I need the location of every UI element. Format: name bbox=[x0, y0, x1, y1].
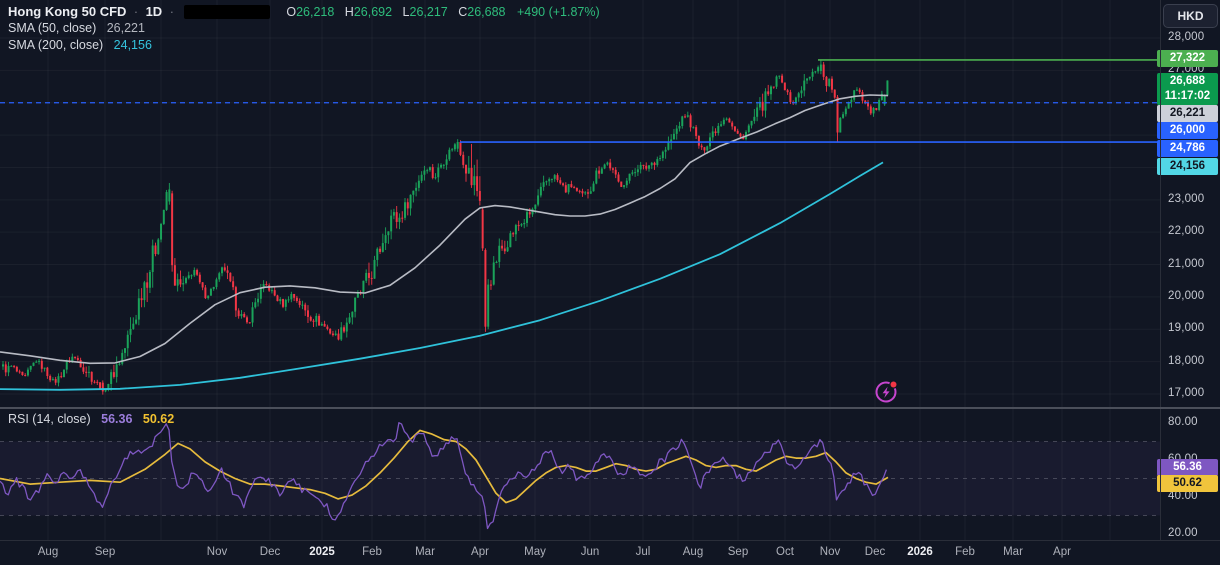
badge-rsi-ma-value: 50.62 bbox=[1157, 475, 1218, 492]
symbol-legend: Hong Kong 50 CFD · 1D · O26,218 H26,692 … bbox=[8, 4, 600, 19]
rsi-ma-last-value: 50.62 bbox=[142, 412, 175, 426]
open-label: O bbox=[286, 5, 297, 19]
rsi-label: RSI (14, close) bbox=[8, 412, 91, 426]
price-axis-label-22000: 22,000 bbox=[1168, 225, 1205, 238]
time-axis-label-Nov: Nov bbox=[819, 546, 841, 558]
low-label: L bbox=[402, 5, 410, 19]
notification-dot bbox=[890, 381, 897, 388]
time-axis-label-Dec: Dec bbox=[864, 546, 886, 558]
badge-sma50-value: 26,221 bbox=[1157, 104, 1218, 122]
time-axis-label-Jul: Jul bbox=[635, 546, 651, 558]
badge-alert-26000: 26,000 bbox=[1157, 121, 1218, 139]
time-axis-label-Aug: Aug bbox=[682, 546, 704, 558]
symbol-title: Hong Kong 50 CFD bbox=[8, 4, 127, 19]
sma50-label: SMA (50, close) bbox=[8, 21, 97, 35]
time-axis-label-Aug: Aug bbox=[37, 546, 59, 558]
sma50-last-value: 26,221 bbox=[106, 21, 145, 35]
time-axis-label-Sep: Sep bbox=[94, 546, 116, 558]
rsi-line bbox=[0, 422, 888, 530]
close-value: 26,688 bbox=[467, 5, 506, 19]
low-value: 26,217 bbox=[409, 5, 448, 19]
time-axis-label-Feb: Feb bbox=[362, 546, 382, 558]
rsi-ma-line bbox=[0, 429, 889, 504]
sma50-line bbox=[0, 94, 889, 365]
chart-canvas[interactable] bbox=[0, 0, 1161, 541]
candlestick-series bbox=[2, 59, 889, 395]
badge-level-24786: 24,786 bbox=[1157, 139, 1218, 157]
events-circle bbox=[875, 381, 897, 403]
high-label: H bbox=[344, 5, 354, 19]
time-axis-label-Feb: Feb bbox=[955, 546, 975, 558]
price-axis-label-21000: 21,000 bbox=[1168, 257, 1205, 270]
price-axis-label-23000: 23,000 bbox=[1168, 192, 1205, 205]
badge-level-27322: 27,322 bbox=[1157, 49, 1218, 67]
price-axis-label-28000: 28,000 bbox=[1168, 31, 1205, 43]
sma50-legend[interactable]: SMA (50, close) 26,221 bbox=[8, 21, 145, 35]
rsi-axis-label-40: 40.00 bbox=[1168, 490, 1198, 502]
time-axis-label-2025: 2025 bbox=[309, 546, 335, 558]
time-axis[interactable]: Aug Sep Nov Dec 2025 Feb Mar Apr May Jun Jul Aug Sep… bbox=[0, 541, 1220, 565]
time-axis-label-Dec: Dec bbox=[259, 546, 281, 558]
rsi-axis-label-20: 20.00 bbox=[1168, 527, 1198, 539]
price-axis-label-18000: 18,000 bbox=[1168, 354, 1205, 367]
axis-separator bbox=[1160, 0, 1161, 540]
open-value: 26,218 bbox=[296, 5, 335, 19]
price-axis-label-19000: 19,000 bbox=[1168, 322, 1205, 335]
badge-rsi-value: 56.36 bbox=[1157, 458, 1218, 476]
close-label: C bbox=[458, 5, 468, 19]
price-axis-label-20000: 20,000 bbox=[1168, 289, 1205, 302]
pane-divider[interactable] bbox=[0, 407, 1220, 409]
interval-label[interactable]: 1D bbox=[145, 4, 163, 19]
badge-current-price: 26,688 11:17:02 bbox=[1157, 73, 1218, 105]
rsi-last-value: 56.36 bbox=[101, 412, 133, 426]
change-value: +490 (+1.87%) bbox=[516, 5, 600, 19]
badge-sma200-value: 24,156 bbox=[1157, 157, 1218, 175]
sma200-line bbox=[0, 161, 884, 391]
time-axis-label-2026: 2026 bbox=[907, 546, 933, 558]
lightning-icon bbox=[882, 386, 890, 398]
rsi-band-fill bbox=[0, 441, 1160, 516]
market-events-icon[interactable] bbox=[873, 378, 901, 406]
time-axis-label-May: May bbox=[524, 546, 546, 558]
time-axis-label-Mar: Mar bbox=[1003, 546, 1023, 558]
rsi-legend[interactable]: RSI (14, close) 56.36 50.62 bbox=[8, 412, 174, 426]
sma200-label: SMA (200, close) bbox=[8, 38, 104, 52]
time-axis-label-Oct: Oct bbox=[776, 546, 794, 558]
redacted-symbol-info bbox=[183, 4, 270, 19]
time-axis-label-Sep: Sep bbox=[727, 546, 749, 558]
time-axis-label-Apr: Apr bbox=[1053, 546, 1071, 558]
time-axis-label-Apr: Apr bbox=[471, 546, 489, 558]
sma200-legend[interactable]: SMA (200, close) 24,156 bbox=[8, 38, 152, 52]
price-axis-label-17000: 17,000 bbox=[1168, 387, 1205, 399]
time-axis-label-Jun: Jun bbox=[580, 546, 600, 558]
time-axis-label-Mar: Mar bbox=[415, 546, 435, 558]
sma200-last-value: 24,156 bbox=[113, 38, 152, 52]
high-value: 26,692 bbox=[353, 5, 393, 19]
time-axis-separator bbox=[0, 540, 1220, 541]
rsi-axis-label-80: 80.00 bbox=[1168, 416, 1198, 428]
time-axis-label-Nov: Nov bbox=[206, 546, 228, 558]
price-axis[interactable]: HKD 28,00027,00026,00025,00024,00023,000… bbox=[1157, 0, 1220, 540]
currency-toggle-button[interactable]: HKD bbox=[1163, 4, 1218, 28]
